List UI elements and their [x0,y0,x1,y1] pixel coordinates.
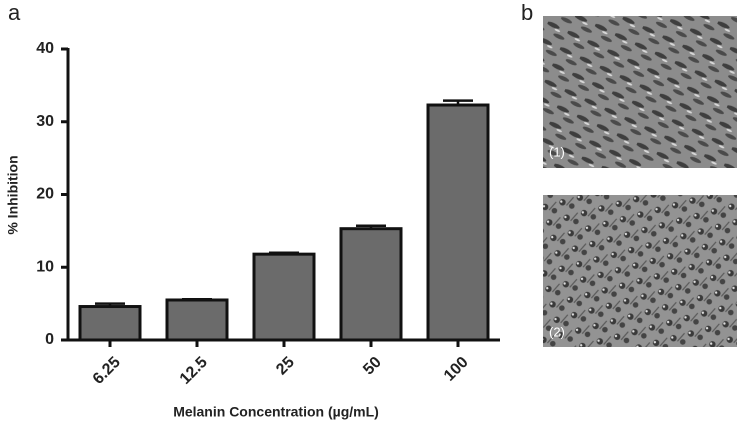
y-tick-label: 30 [36,113,54,130]
panel-label: a [8,0,21,25]
image-label: (2) [549,324,565,339]
micrograph [543,195,737,347]
bar [339,227,403,342]
y-axis-title: % Inhibition [5,155,21,234]
x-tick-label: 100 [441,354,472,385]
y-tick-label: 40 [36,40,54,57]
bar [252,252,316,342]
bar [78,305,142,342]
bar [426,103,490,342]
x-tick-label: 50 [360,354,385,379]
x-axis-title: Melanin Concentration (µg/mL) [173,404,379,420]
y-tick-label: 20 [36,186,54,203]
plot: 0 10 20 30 40 6.25 12.5 25 50 100 [36,40,500,388]
y-tick-label: 0 [45,331,54,348]
bar [165,298,229,342]
y-tick-label: 10 [36,258,54,275]
x-tick-label: 25 [273,354,298,379]
x-tick-label: 12.5 [177,354,211,388]
x-tick-label: 6.25 [90,354,124,388]
image-label: (1) [549,144,565,159]
micrograph [543,16,737,168]
panel-label: b [521,0,533,25]
